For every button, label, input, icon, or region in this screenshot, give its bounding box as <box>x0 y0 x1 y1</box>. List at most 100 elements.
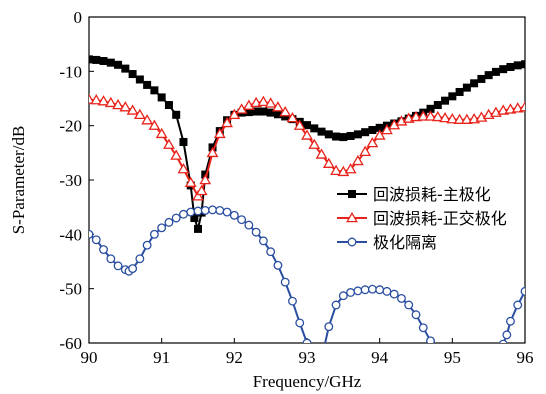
data-point <box>252 107 261 116</box>
data-point <box>119 101 132 112</box>
data-point <box>258 236 268 246</box>
data-point <box>410 110 422 122</box>
data-point <box>353 130 362 139</box>
data-point <box>273 260 283 270</box>
series-3 <box>89 205 525 343</box>
x-tick-label: 95 <box>444 348 461 367</box>
data-point <box>446 113 459 124</box>
data-point <box>266 247 276 257</box>
x-axis-title: Frequency/GHz <box>253 372 362 391</box>
data-point <box>484 71 493 80</box>
data-point <box>441 96 450 105</box>
data-point <box>149 229 159 239</box>
series-2 <box>89 93 525 201</box>
data-point <box>506 62 515 71</box>
data-point <box>317 127 326 136</box>
data-point <box>135 75 144 84</box>
data-point <box>302 338 312 343</box>
legend-swatch-marker <box>346 211 358 223</box>
data-point <box>462 83 471 92</box>
data-point <box>112 98 124 110</box>
data-point <box>229 210 239 220</box>
axis-ticks: 90 91 92 93 94 95 96 0 -10 -20 -30 -40 -50 -60 <box>59 8 533 367</box>
legend-swatch-marker <box>348 190 356 198</box>
data-point <box>194 224 202 233</box>
data-point <box>104 96 117 108</box>
data-point <box>99 245 108 254</box>
data-point <box>92 55 101 64</box>
y-tick-label: -60 <box>59 334 82 353</box>
data-point <box>164 217 174 227</box>
data-point <box>460 113 473 124</box>
data-point <box>382 286 392 296</box>
data-point <box>367 284 377 294</box>
data-point <box>90 94 103 105</box>
data-point <box>184 176 197 187</box>
data-point <box>126 104 139 115</box>
data-point <box>143 80 152 89</box>
data-point <box>244 220 254 230</box>
data-point <box>520 286 525 296</box>
data-point <box>222 207 232 217</box>
data-point <box>142 240 152 250</box>
data-point <box>418 323 428 333</box>
data-point <box>513 61 522 70</box>
data-point <box>433 101 442 110</box>
data-point <box>89 229 94 239</box>
data-point <box>281 112 290 121</box>
data-point <box>353 286 363 296</box>
data-point <box>170 149 183 160</box>
data-point <box>477 74 486 83</box>
data-point <box>397 293 406 303</box>
data-point <box>295 318 305 328</box>
data-point <box>426 336 435 343</box>
data-point <box>360 285 370 295</box>
data-point <box>266 108 275 117</box>
data-point <box>121 64 130 73</box>
data-point <box>301 129 313 140</box>
data-point <box>361 128 370 137</box>
data-point <box>368 126 377 135</box>
data-point <box>177 163 190 174</box>
data-point <box>389 289 399 299</box>
x-tick-label: 91 <box>153 348 170 367</box>
data-point <box>324 130 333 139</box>
data-point <box>164 101 173 110</box>
legend-item: 回波损耗-正交极化 <box>337 209 507 228</box>
data-point <box>310 124 319 133</box>
data-point <box>150 86 159 95</box>
data-point <box>179 209 188 219</box>
data-point <box>324 322 334 332</box>
data-point <box>199 173 212 185</box>
data-point <box>272 101 284 112</box>
data-point <box>498 339 508 343</box>
data-point <box>91 235 101 245</box>
data-point <box>228 108 241 120</box>
data-point <box>513 300 523 310</box>
data-point <box>470 79 479 88</box>
data-point <box>215 205 225 215</box>
data-point <box>351 154 364 166</box>
data-point <box>213 127 226 139</box>
data-point <box>259 107 268 116</box>
data-point <box>521 60 525 69</box>
data-point <box>453 113 466 124</box>
data-point <box>128 70 137 79</box>
data-point <box>200 205 210 215</box>
data-point <box>280 277 290 287</box>
data-point <box>338 291 348 301</box>
data-point <box>417 110 430 121</box>
data-point <box>190 214 199 223</box>
data-point <box>375 123 384 132</box>
series-layer <box>89 55 525 343</box>
data-point <box>431 110 444 122</box>
data-point <box>206 146 219 158</box>
data-point <box>192 190 204 201</box>
data-point <box>293 119 306 130</box>
legend-label: 极化隔离 <box>373 233 437 252</box>
data-point <box>171 213 181 223</box>
data-point <box>359 145 372 156</box>
data-point <box>439 111 451 123</box>
data-point <box>244 108 253 117</box>
data-point <box>375 285 385 295</box>
